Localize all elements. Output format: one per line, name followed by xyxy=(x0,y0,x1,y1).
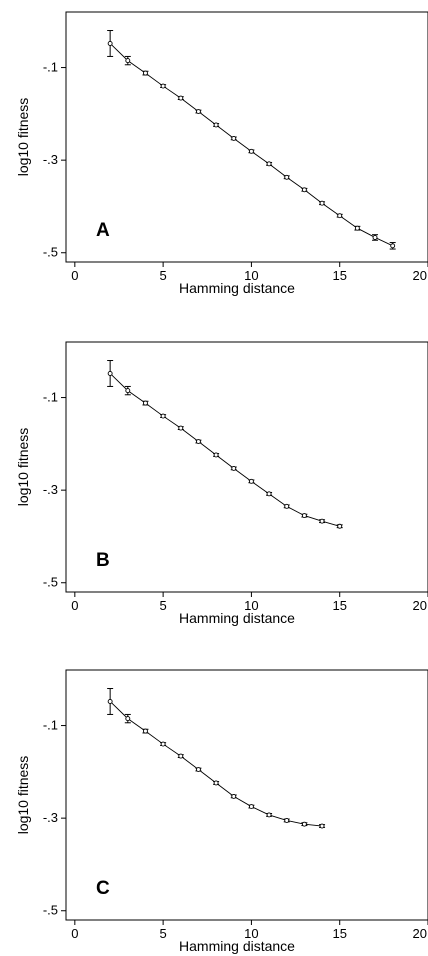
plot-frame xyxy=(65,669,428,921)
data-point xyxy=(354,225,360,231)
y-tick-label: -.5 xyxy=(43,245,58,260)
y-tick-label: -.1 xyxy=(43,390,58,405)
data-point xyxy=(178,425,184,431)
y-tick-label: -.1 xyxy=(43,60,58,75)
panel-letter: B xyxy=(96,550,110,571)
x-tick-label: 15 xyxy=(332,268,346,283)
data-point xyxy=(231,465,237,471)
x-tick-label: 10 xyxy=(244,598,258,613)
data-point xyxy=(319,518,325,524)
x-tick-label: 5 xyxy=(160,598,167,613)
y-axis-title: log10 fitness xyxy=(15,756,31,835)
plot-frame xyxy=(65,341,428,593)
data-point xyxy=(143,728,148,734)
data-point xyxy=(143,400,148,406)
series-line xyxy=(109,43,393,247)
data-point xyxy=(337,523,343,529)
y-tick-label: -.3 xyxy=(43,152,58,167)
y-tick-label: -.3 xyxy=(43,482,58,497)
data-point xyxy=(213,122,219,128)
x-tick-label: 15 xyxy=(332,598,346,613)
series-line xyxy=(109,701,323,827)
data-point xyxy=(248,804,254,810)
data-point xyxy=(301,821,307,827)
data-point xyxy=(301,187,307,193)
data-point xyxy=(231,793,237,799)
x-tick-label: 20 xyxy=(413,268,427,283)
x-tick-label: 0 xyxy=(71,268,78,283)
data-point xyxy=(248,478,254,484)
data-point xyxy=(213,452,219,458)
panel-c: 0 5 10 15 20 -.1 -.3 -.5 Hamming distance log10 f… xyxy=(15,669,428,954)
data-point xyxy=(160,83,166,89)
data-point xyxy=(248,148,254,154)
data-point xyxy=(195,767,201,772)
data-point xyxy=(284,503,290,509)
data-point xyxy=(178,753,184,759)
panel-letter: C xyxy=(96,878,110,899)
data-point xyxy=(107,371,113,376)
x-tick-label: 0 xyxy=(71,598,78,613)
data-point xyxy=(195,439,201,444)
y-axis-title: log10 fitness xyxy=(15,428,31,507)
x-axis-title: Hamming distance xyxy=(179,610,295,626)
data-point xyxy=(125,58,131,64)
data-point xyxy=(107,699,113,704)
x-tick-label: 10 xyxy=(244,926,258,941)
y-tick-label: -.1 xyxy=(43,718,58,733)
x-tick-label: 10 xyxy=(244,268,258,283)
data-point xyxy=(266,161,272,167)
panel-a: 0 5 10 15 20 -.1 -.3 -.5 Hamming distance log10 f… xyxy=(15,11,428,296)
panel-letter: A xyxy=(96,220,110,241)
series-line xyxy=(109,373,340,527)
data-point xyxy=(160,741,166,747)
data-point xyxy=(107,41,113,46)
data-point xyxy=(195,109,201,114)
y-tick-label: -.5 xyxy=(43,903,58,918)
data-point xyxy=(231,135,237,141)
data-point xyxy=(266,491,272,497)
y-axis-title: log10 fitness xyxy=(15,98,31,177)
data-point xyxy=(372,235,378,240)
data-point xyxy=(160,413,166,419)
x-tick-label: 0 xyxy=(71,926,78,941)
y-tick-label: -.5 xyxy=(43,575,58,590)
x-tick-label: 5 xyxy=(160,268,167,283)
data-point xyxy=(125,388,131,394)
data-point xyxy=(266,812,272,818)
data-point xyxy=(390,243,396,249)
y-tick-label: -.3 xyxy=(43,810,58,825)
x-axis-title: Hamming distance xyxy=(179,280,295,296)
x-tick-label: 5 xyxy=(160,926,167,941)
x-tick-label: 20 xyxy=(413,926,427,941)
plot-frame xyxy=(65,11,428,263)
data-point xyxy=(319,823,325,829)
data-point xyxy=(284,174,290,180)
data-point xyxy=(178,95,184,101)
x-tick-label: 15 xyxy=(332,926,346,941)
data-point xyxy=(213,780,219,786)
panel-b: 0 5 10 15 20 -.1 -.3 -.5 Hamming distance log10 f… xyxy=(15,341,428,626)
data-point xyxy=(319,200,325,206)
data-point xyxy=(301,513,307,519)
data-point xyxy=(337,213,343,219)
data-point xyxy=(125,716,131,722)
data-point xyxy=(143,70,148,76)
x-axis-title: Hamming distance xyxy=(179,938,295,954)
data-point xyxy=(284,818,290,823)
x-tick-label: 20 xyxy=(413,598,427,613)
